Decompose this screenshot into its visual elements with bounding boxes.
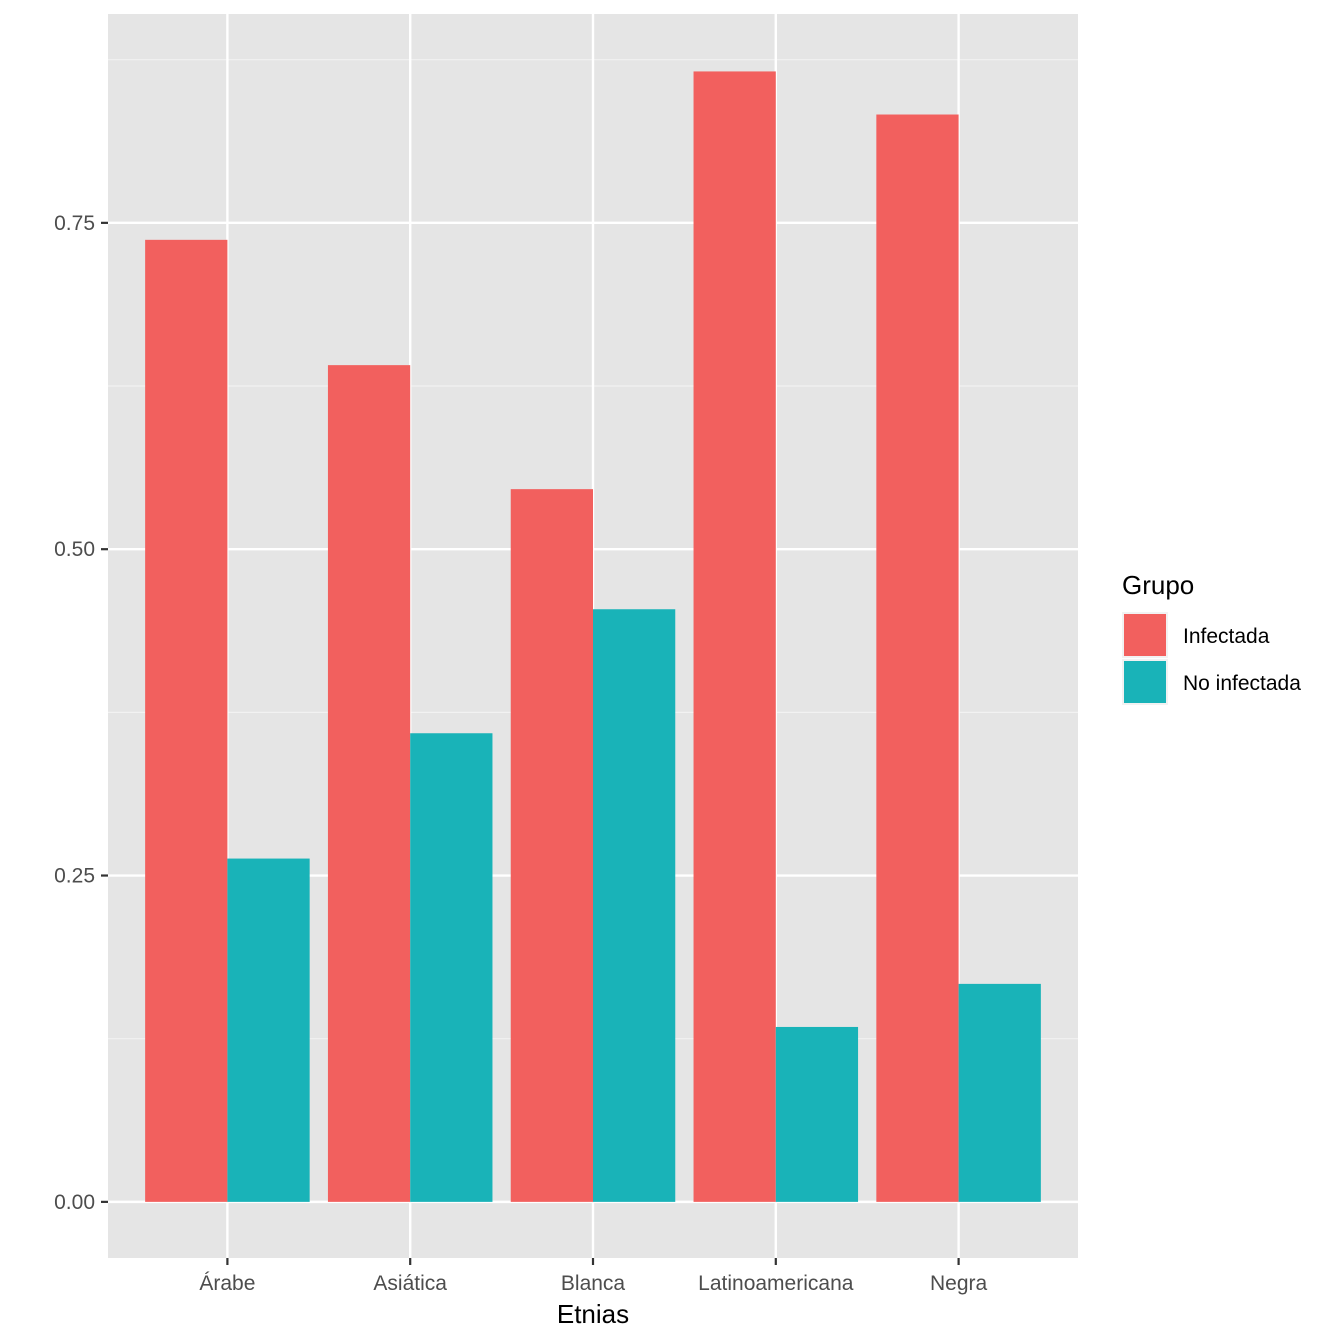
bar-infectada-1 (327, 365, 411, 1202)
bar-infectada-4 (876, 114, 959, 1202)
legend-key-swatch (1124, 614, 1166, 656)
bar-no-infectada-1 (410, 733, 493, 1202)
bar-infectada-3 (693, 71, 776, 1202)
x-tick-label: Negra (930, 1272, 988, 1295)
y-tick-label: 0.50 (54, 538, 95, 561)
legend-label: Infectada (1183, 625, 1270, 648)
y-tick-label: 0.25 (54, 865, 95, 888)
x-tick-label: Blanca (561, 1272, 626, 1295)
y-axis: 0.00 0.25 0.50 0.75 (54, 212, 108, 1214)
legend-label: No infectada (1183, 672, 1301, 695)
x-tick-label: Latinoamericana (698, 1272, 854, 1295)
x-tick-label: Asiática (373, 1272, 447, 1295)
bar-no-infectada-3 (775, 1026, 859, 1202)
bars (145, 71, 1041, 1202)
bar-infectada-2 (510, 489, 593, 1202)
legend: Grupo Infectada No infectada (1122, 570, 1301, 705)
bar-no-infectada-2 (593, 609, 676, 1202)
x-axis-title: Etnias (557, 1299, 629, 1329)
y-tick-label: 0.00 (54, 1191, 95, 1214)
bar-no-infectada-4 (958, 983, 1041, 1202)
x-tick-label: Árabe (199, 1272, 255, 1295)
bar-no-infectada-0 (227, 858, 310, 1202)
legend-title: Grupo (1122, 570, 1194, 600)
bar-infectada-0 (145, 239, 228, 1202)
x-axis: Árabe Asiática Blanca Latinoamericana Negra (199, 1258, 988, 1295)
y-tick-label: 0.75 (54, 212, 95, 235)
legend-key-swatch (1124, 661, 1166, 703)
